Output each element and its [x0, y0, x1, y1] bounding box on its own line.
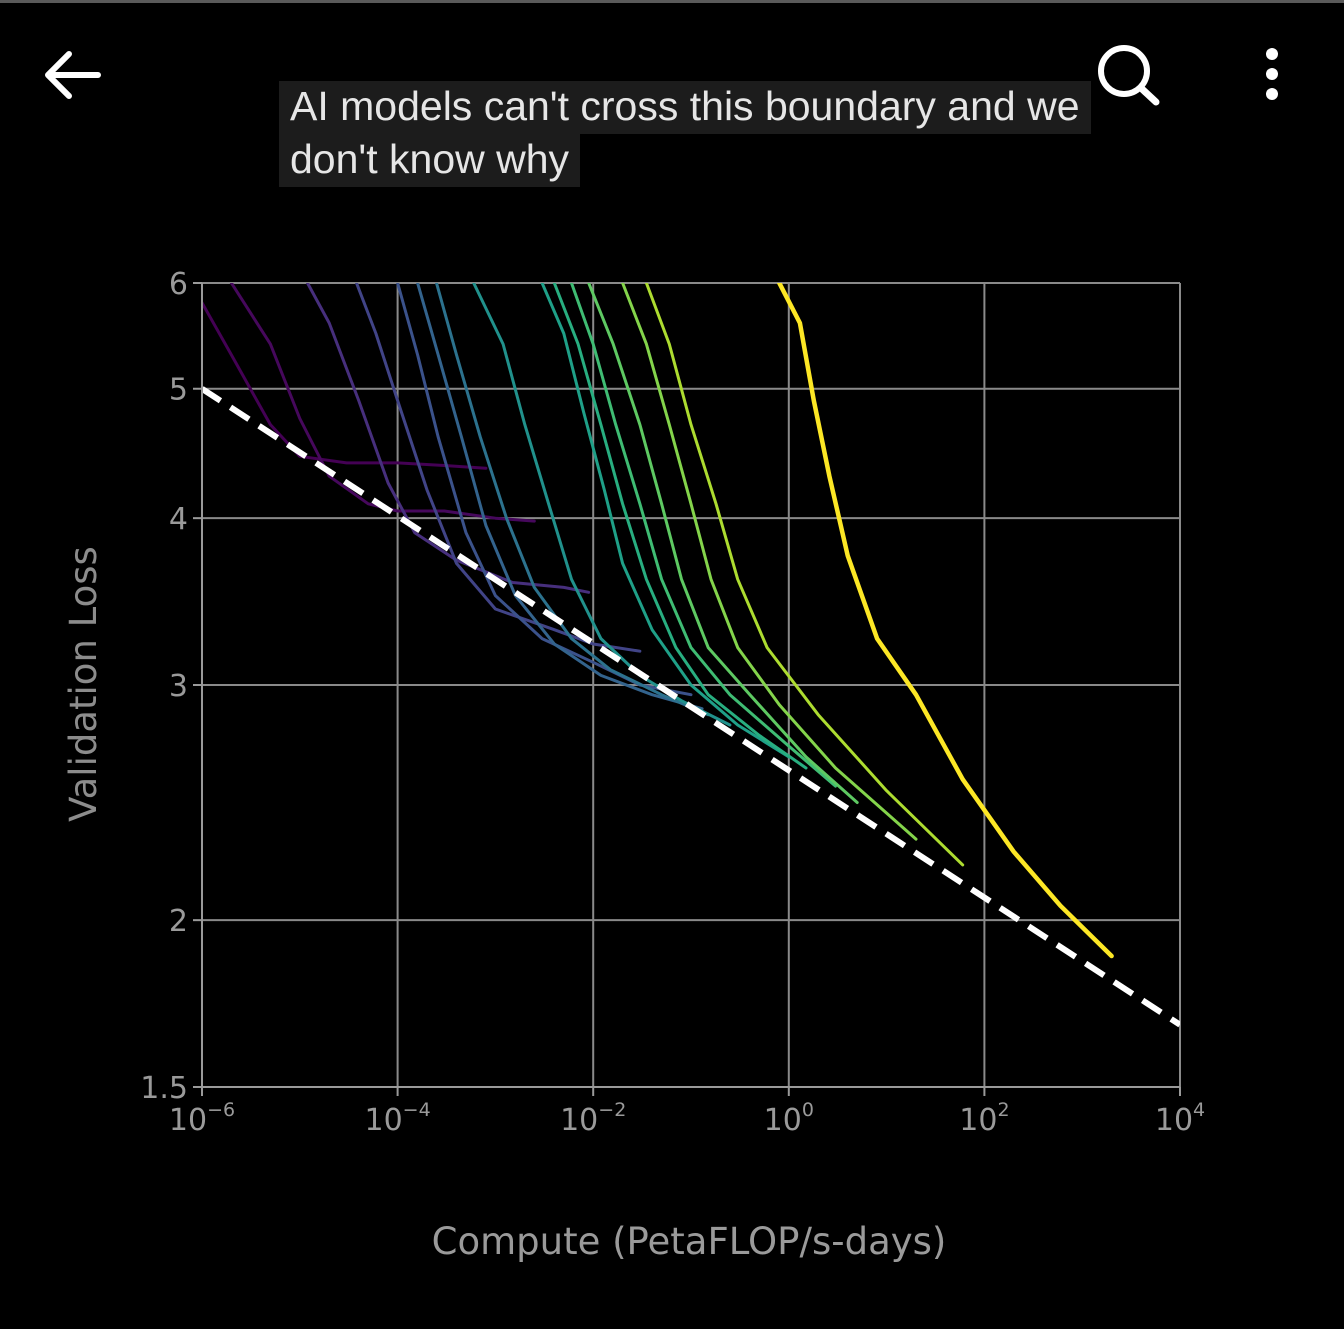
- y-tick-label: 4: [169, 502, 188, 537]
- search-button[interactable]: [1090, 38, 1166, 114]
- y-axis-label: Validation Loss: [62, 546, 105, 822]
- x-tick-label-base: 10: [169, 1103, 207, 1138]
- y-tick-label: 6: [169, 267, 188, 302]
- x-tick-label: 102: [959, 1099, 1009, 1138]
- y-tick-label: 3: [169, 669, 188, 704]
- arrow-left-icon: [45, 51, 101, 99]
- x-tick-label-exponent: −2: [598, 1099, 626, 1121]
- x-tick-label-exponent: −6: [207, 1099, 235, 1121]
- series-line: [355, 283, 642, 653]
- top-edge-line: [0, 0, 1344, 3]
- x-tick-label-exponent: 4: [1193, 1099, 1205, 1121]
- y-tick-label: 2: [169, 904, 188, 939]
- series-line: [587, 283, 859, 804]
- series-line: [306, 283, 591, 594]
- more-options-button[interactable]: [1244, 40, 1300, 110]
- series-line: [621, 283, 918, 841]
- series-line: [552, 283, 808, 770]
- x-tick-label-base: 10: [1155, 1103, 1193, 1138]
- series-line: [570, 283, 837, 788]
- x-tick-label-exponent: 0: [802, 1099, 814, 1121]
- x-tick-label-base: 10: [364, 1103, 402, 1138]
- x-tick-label: 10−4: [364, 1099, 430, 1138]
- series-line: [644, 283, 965, 867]
- x-tick-label: 10−6: [169, 1099, 235, 1138]
- frontier-dashed-line: [202, 386, 1180, 1028]
- x-tick-label-base: 10: [560, 1103, 598, 1138]
- back-button[interactable]: [36, 40, 106, 110]
- more-vertical-icon: [1266, 48, 1278, 100]
- series-line: [202, 301, 488, 470]
- series-line: [229, 283, 536, 523]
- x-tick-label: 100: [764, 1099, 814, 1138]
- video-caption: AI models can't cross this boundary and …: [279, 80, 1109, 187]
- x-tick-label-exponent: −4: [403, 1099, 431, 1121]
- x-tick-label: 104: [1155, 1099, 1205, 1138]
- x-tick-label-exponent: 2: [997, 1099, 1009, 1121]
- x-tick-label-base: 10: [764, 1103, 802, 1138]
- series-line: [777, 283, 1114, 959]
- series-line: [540, 283, 791, 759]
- series-group: [202, 283, 1180, 1028]
- y-tick-label: 5: [169, 373, 188, 408]
- x-tick-label-base: 10: [959, 1103, 997, 1138]
- series-line: [435, 283, 710, 717]
- x-tick-label: 10−2: [560, 1099, 626, 1138]
- x-axis-label: Compute (PetaFLOP/s-days): [432, 1220, 947, 1263]
- search-icon: [1098, 45, 1160, 106]
- y-tick-label: 1.5: [140, 1071, 188, 1106]
